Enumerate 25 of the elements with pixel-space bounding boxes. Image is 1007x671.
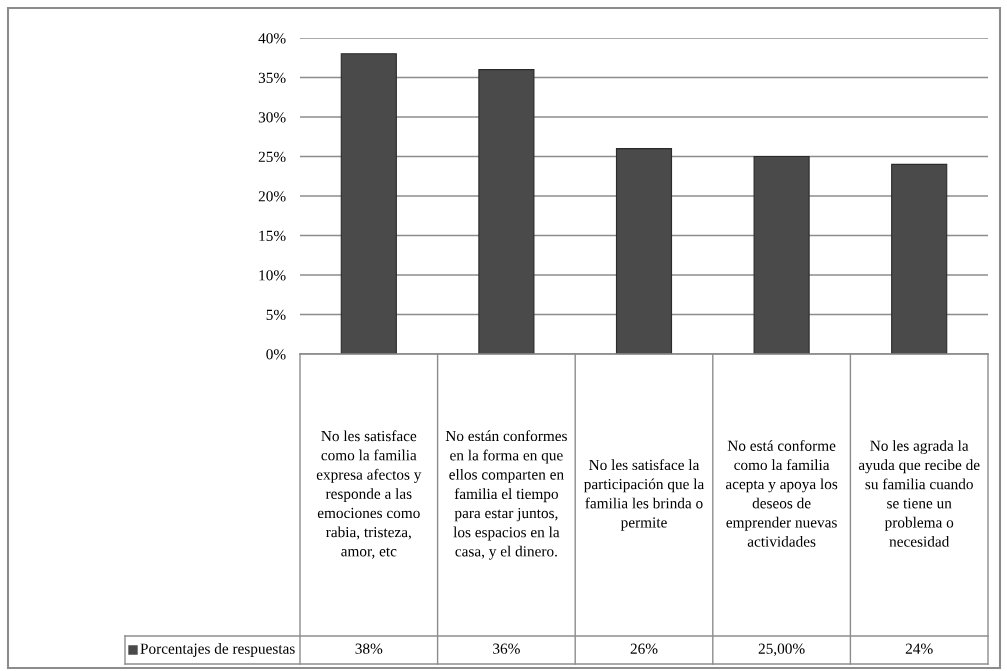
data-label: 36%	[493, 643, 520, 654]
legend-label: Porcentajes de respuestas	[140, 643, 295, 657]
x-tick-label: No está conforme como la familia acepta y apoya los deseos de emprender nuevas actividades	[725, 440, 838, 547]
data-label: 25,00%	[758, 643, 805, 657]
y-tick-label: 0%	[266, 349, 286, 360]
x-tick-label: No están conformes en la forma en que ellos comparten en familia el tiempo para estar juntos, los espacios en la casa, y el dinero.	[445, 430, 567, 560]
y-tick-label: 10%	[259, 270, 286, 281]
y-tick-label: 20%	[258, 191, 286, 202]
bar	[891, 163, 948, 354]
x-tick-label: No les satisface la participación que la familia les brinda o permite	[584, 459, 705, 531]
y-tick-label: 5%	[266, 309, 286, 320]
bar	[753, 155, 810, 354]
data-label: 26%	[630, 643, 658, 654]
y-tick-label: 30%	[258, 112, 286, 123]
bar	[340, 53, 397, 354]
x-tick-label: No les agrada la ayuda que recibe de su familia cuando se tiene un problema o necesidad	[858, 440, 980, 547]
data-label: 38%	[355, 643, 383, 654]
y-tick-label: 35%	[258, 72, 286, 83]
data-label: 24%	[905, 643, 933, 654]
y-tick-label: 15%	[259, 230, 286, 241]
y-tick-label: 40%	[258, 33, 286, 44]
bar	[478, 69, 535, 354]
bar	[615, 148, 673, 354]
y-tick-label: 25%	[258, 151, 286, 162]
x-tick-label: No les satisface como la familia expresa afectos y responde a las emociones como rabia, tristeza, amor, etc	[316, 430, 422, 559]
